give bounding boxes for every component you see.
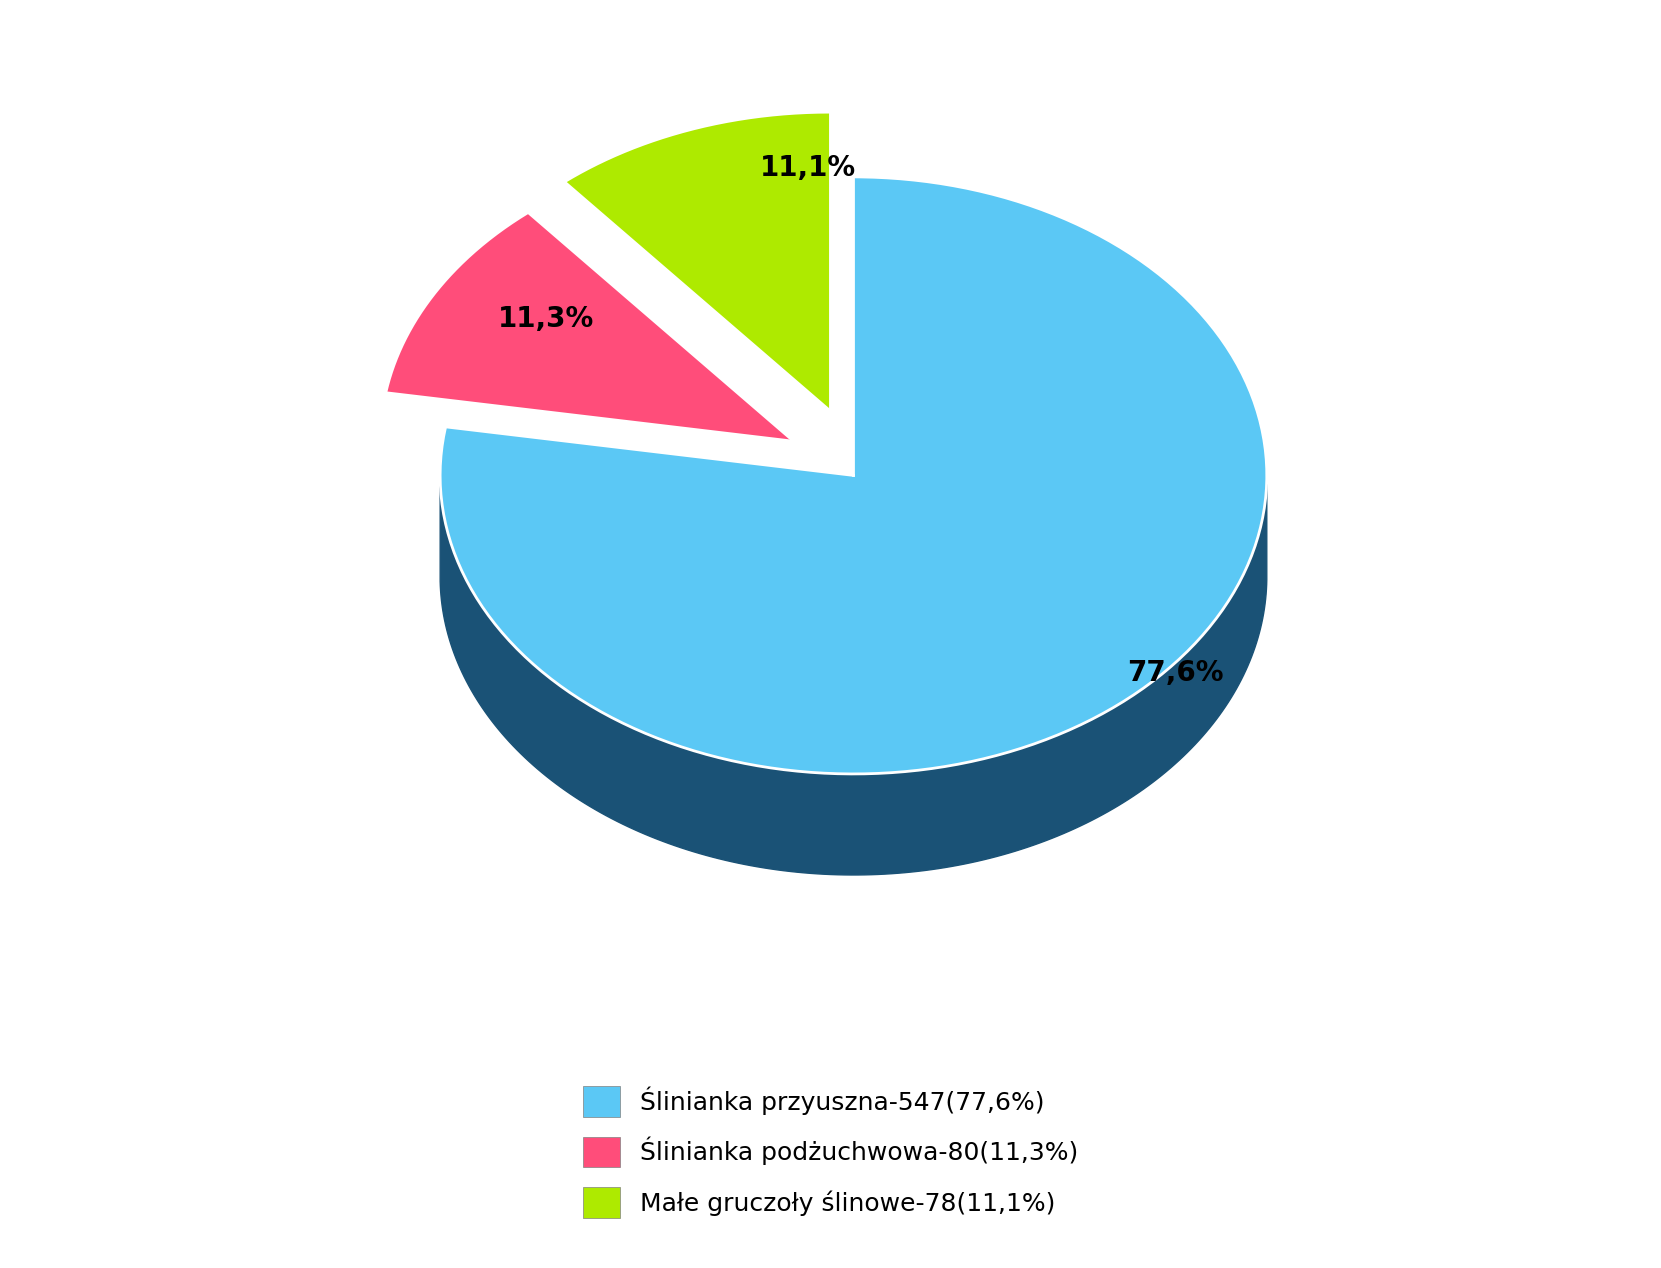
Polygon shape — [440, 176, 1267, 773]
Text: 11,1%: 11,1% — [759, 153, 855, 181]
Polygon shape — [440, 479, 1267, 875]
Legend: Ślinianka przyuszna-547(77,6%), Ślinianka podżuchwowa-80(11,3%), Małe gruczoły ś: Ślinianka przyuszna-547(77,6%), Śliniank… — [570, 1074, 1091, 1230]
Polygon shape — [385, 213, 794, 441]
Text: 11,3%: 11,3% — [498, 306, 595, 333]
Text: 77,6%: 77,6% — [1126, 659, 1222, 687]
Polygon shape — [565, 112, 830, 411]
